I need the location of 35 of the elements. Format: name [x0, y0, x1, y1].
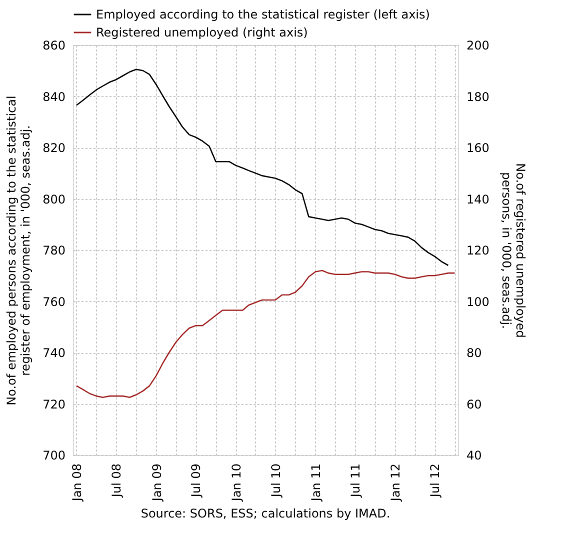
x-tick-label: Jul 11: [348, 464, 362, 498]
x-tick-label: Jul 08: [110, 464, 124, 498]
y-axis-title: No.of employed persons according to the statistical register of employment, in '000, seas.adj.: [4, 96, 33, 406]
y2-tick-label: 200: [466, 38, 490, 52]
y2-tick-label: 140: [466, 192, 490, 206]
x-tick-label: Jan 12: [388, 464, 402, 502]
y2-axis-title: No.of registered unemployed persons, in '000, seas.adj.: [499, 163, 528, 338]
y2-tick-label: 120: [466, 244, 490, 258]
x-tick-label: Jan 10: [229, 464, 244, 502]
line-series: [76, 270, 456, 398]
x-tick-label: Jan 09: [150, 464, 164, 502]
y2-tick-label: 180: [466, 90, 490, 104]
y-tick-label: 860: [42, 38, 66, 52]
legend-label: Employed according to the statistical register (left axis): [96, 8, 430, 22]
x-tick-label: Jul 10: [268, 464, 283, 498]
y2-tick-label: 40: [466, 448, 482, 462]
y2-tick-label: 60: [466, 397, 482, 412]
y-tick-label: 720: [42, 397, 66, 412]
y-tick-label: 800: [42, 192, 66, 206]
y-tick-label: 700: [42, 448, 66, 462]
x-tick-label: Jul 09: [189, 464, 204, 498]
y-tick-label: 760: [42, 294, 66, 309]
y-tick-label: 820: [42, 141, 66, 155]
x-tick-label: Jan 11: [308, 464, 323, 502]
x-tick-label: Jul 12: [428, 464, 442, 498]
y2-tick-label: 100: [466, 294, 490, 309]
source-note: Source: SORS, ESS; calculations by IMAD.: [140, 506, 390, 521]
y2-tick-label: 160: [466, 141, 490, 155]
legend-label: Registered unemployed (right axis): [96, 26, 308, 40]
y2-tick-label: 80: [466, 346, 482, 360]
x-tick-label: Jan 08: [70, 464, 84, 502]
y-tick-label: 740: [42, 346, 66, 360]
line-series: [76, 68, 449, 266]
y-tick-label: 780: [42, 244, 66, 258]
y-tick-label: 840: [42, 90, 66, 104]
